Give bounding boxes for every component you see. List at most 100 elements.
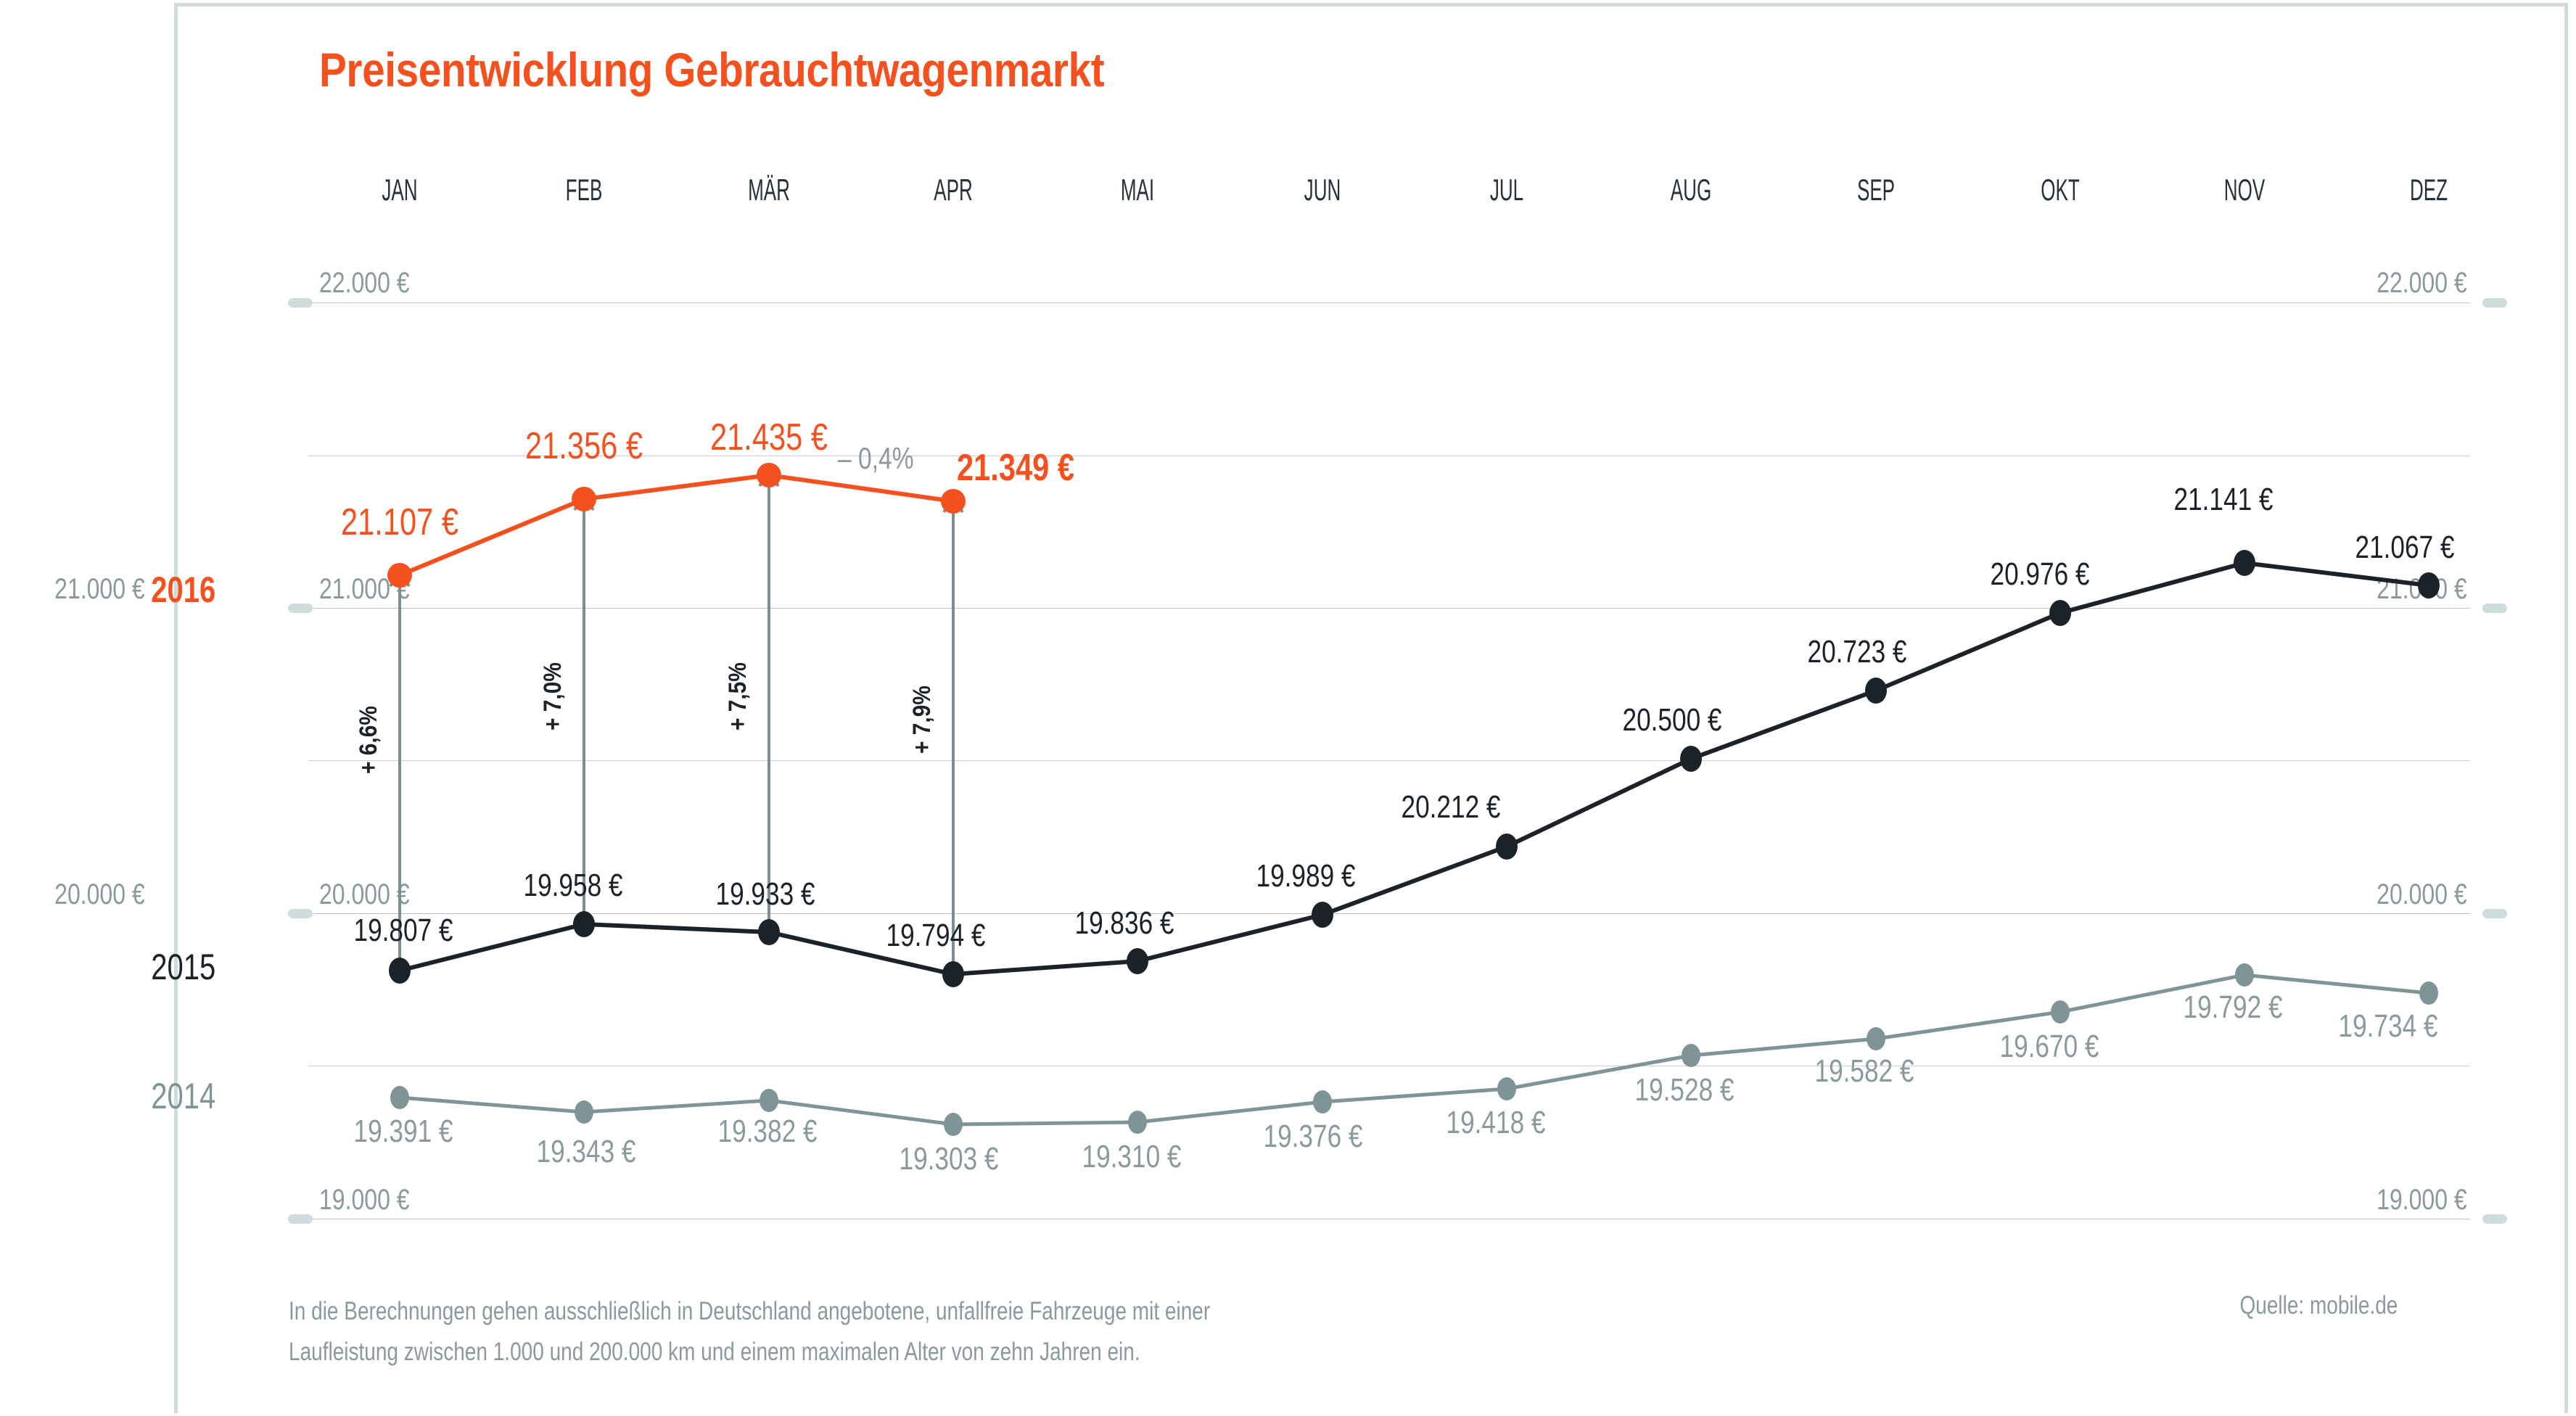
- chart-card: [174, 3, 2568, 1413]
- x-axis-label-nov: NOV: [2223, 173, 2266, 207]
- value-label-2015-mai: 19.836 €: [1074, 905, 1174, 941]
- value-label-2015-okt: 20.976 €: [1990, 556, 2090, 592]
- marker-2015-jul: [1496, 833, 1518, 860]
- marker-2014-okt: [2051, 1000, 2070, 1024]
- value-label-2016-mar: 21.435 €: [710, 416, 828, 458]
- value-label-2015-feb: 19.958 €: [523, 868, 623, 903]
- marker-2014-mar: [760, 1089, 778, 1112]
- marker-2015-okt: [2049, 600, 2071, 626]
- tick-right-22000: [2482, 298, 2507, 308]
- marker-2016-apr: [941, 489, 966, 514]
- y-axis-label-inner-20000: 20.000 €: [319, 878, 410, 910]
- x-axis-label-apr: APR: [934, 173, 973, 207]
- line-2015: [399, 560, 2429, 977]
- value-label-2014-jan: 19.391 €: [353, 1114, 453, 1149]
- marker-2014-sep: [1867, 1027, 1885, 1050]
- value-label-2014-aug: 19.528 €: [1634, 1072, 1735, 1108]
- x-axis-label-jul: JUL: [1489, 173, 1524, 207]
- marker-2014-dez: [2419, 981, 2438, 1005]
- y-axis-label-right-20000: 20.000 €: [2377, 878, 2467, 910]
- value-label-2014-sep: 19.582 €: [1814, 1053, 1914, 1089]
- value-label-2016-feb: 21.356 €: [525, 425, 643, 467]
- value-label-2015-jun: 19.989 €: [1256, 858, 1356, 894]
- marker-2014-feb: [575, 1100, 593, 1124]
- marker-2014-nov: [2235, 963, 2254, 987]
- x-axis-label-mar: MÄR: [748, 173, 790, 207]
- line-2016: [398, 472, 954, 577]
- series-label-2016: 2016: [151, 569, 215, 610]
- value-label-2014-dez: 19.734 €: [2338, 1008, 2438, 1044]
- value-label-2015-aug: 20.500 €: [1622, 702, 1722, 738]
- y-axis-label-right-19000: 19.000 €: [2377, 1184, 2467, 1216]
- tick-left-21000: [288, 604, 313, 613]
- value-label-2015-jan: 19.807 €: [353, 913, 453, 948]
- marker-2015-mai: [1127, 948, 1148, 974]
- marker-2014-aug: [1682, 1044, 1700, 1067]
- marker-2014-jan: [390, 1086, 409, 1109]
- tick-left-22000: [288, 298, 313, 308]
- x-axis-label-feb: FEB: [565, 173, 603, 207]
- tick-right-21000: [2482, 604, 2507, 613]
- value-label-2015-nov: 21.141 €: [2173, 482, 2273, 517]
- growth-pct-label-mar: + 7,5%: [724, 662, 752, 730]
- marker-2014-mai: [1128, 1111, 1147, 1134]
- value-label-2015-jul: 20.212 €: [1401, 789, 1501, 825]
- value-label-2015-mar: 19.933 €: [715, 876, 815, 912]
- marker-2015-dez: [2418, 572, 2440, 598]
- x-axis-label-dez: DEZ: [2409, 173, 2448, 207]
- footnote-text: In die Berechnungen gehen ausschließlich…: [289, 1297, 1211, 1366]
- growth-pct-label-jan: + 6,6%: [355, 706, 382, 774]
- tick-right-20000: [2482, 909, 2507, 918]
- series-label-2015: 2015: [151, 947, 215, 987]
- marker-2014-jun: [1313, 1090, 1332, 1114]
- tick-left-19000: [288, 1214, 313, 1224]
- marker-2015-aug: [1680, 746, 1702, 772]
- value-label-2014-jul: 19.418 €: [1446, 1105, 1546, 1140]
- marker-2015-jan: [389, 958, 411, 984]
- line-2014: [399, 973, 2429, 1127]
- gridline-22000: [308, 302, 2470, 303]
- growth-arrows-group: [389, 469, 964, 974]
- y-axis-label-inner-19000: 19.000 €: [319, 1184, 410, 1216]
- marker-2015-mar: [758, 919, 780, 945]
- marker-2014-apr: [944, 1113, 963, 1136]
- marker-2015-apr: [942, 961, 964, 987]
- growth-pct-label-apr: + 7,9%: [908, 686, 936, 754]
- value-label-2014-jun: 19.376 €: [1263, 1119, 1363, 1154]
- y-axis-label-inner-22000: 22.000 €: [319, 267, 410, 299]
- marker-2015-jun: [1312, 902, 1333, 928]
- value-label-2014-nov: 19.792 €: [2183, 989, 2283, 1025]
- page-title: Preisentwicklung Gebrauchtwagenmarkt: [319, 43, 1105, 96]
- x-axis-label-jan: JAN: [382, 173, 418, 207]
- x-axis-label-sep: SEP: [1856, 173, 1896, 207]
- value-label-2015-dez: 21.067 €: [2355, 530, 2455, 565]
- value-label-2015-sep: 20.723 €: [1807, 634, 1907, 670]
- delta-label-mar-apr: – 0,4%: [838, 441, 914, 475]
- markers-2016: [387, 463, 966, 588]
- x-axis-label-mai: MAI: [1120, 173, 1155, 207]
- series-label-2014: 2014: [151, 1076, 215, 1116]
- gridline-20500: [308, 760, 2470, 761]
- marker-2016-feb: [572, 487, 596, 511]
- source-label: Quelle: mobile.de: [2239, 1291, 2398, 1320]
- y-axis-label-outer-20000: 20.000 €: [54, 878, 145, 910]
- markers-2014: [390, 963, 2438, 1136]
- gridline-21000: [308, 608, 2470, 609]
- x-axis-label-jun: JUN: [1304, 173, 1341, 207]
- y-axis-label-right-22000: 22.000 €: [2377, 267, 2467, 299]
- value-label-2014-mai: 19.310 €: [1082, 1139, 1182, 1174]
- value-label-2014-okt: 19.670 €: [1999, 1029, 2099, 1064]
- growth-pct-label-feb: + 7,0%: [539, 662, 567, 730]
- marker-2015-sep: [1865, 678, 1887, 704]
- value-label-2016-apr: 21.349 €: [957, 447, 1074, 489]
- gridline-20000: [308, 913, 2470, 914]
- x-axis-label-aug: AUG: [1670, 173, 1712, 207]
- marker-2015-feb: [573, 911, 595, 937]
- marker-2015-nov: [2234, 550, 2255, 576]
- markers-2015: [389, 550, 2440, 987]
- value-label-2015-apr: 19.794 €: [886, 918, 986, 953]
- marker-2016-jan: [387, 563, 412, 588]
- value-label-2014-mar: 19.382 €: [717, 1114, 818, 1149]
